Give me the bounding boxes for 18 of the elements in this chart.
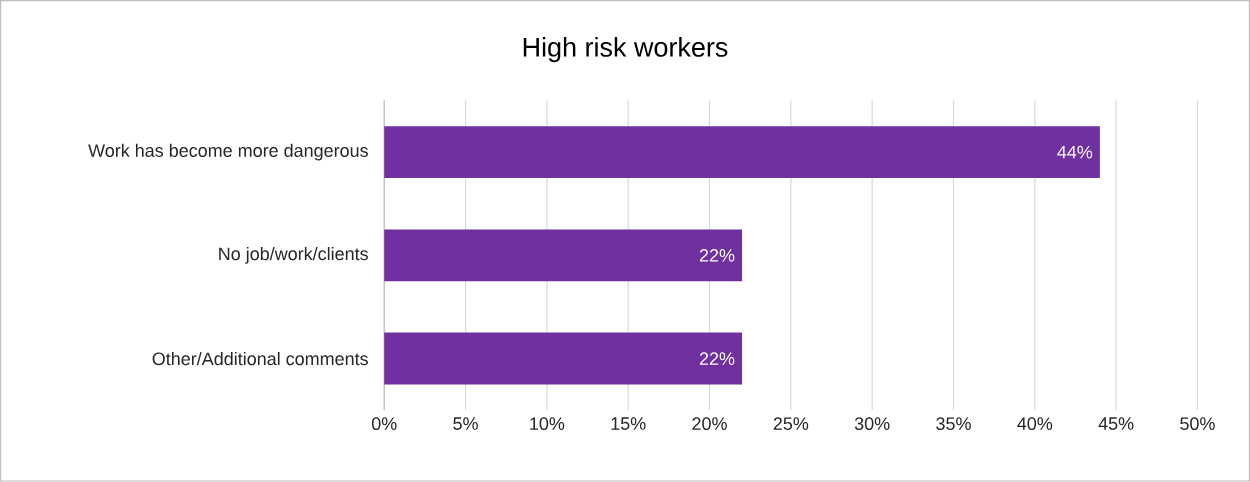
- x-tick-label: 45%: [1098, 417, 1134, 431]
- y-tick-label: Other/Additional comments: [152, 352, 368, 366]
- data-label: 22%: [699, 352, 735, 366]
- x-tick-label: 25%: [773, 417, 809, 431]
- chart-title: High risk workers: [523, 37, 728, 63]
- data-label: 44%: [1057, 145, 1093, 159]
- x-tick-label: 40%: [1017, 417, 1053, 431]
- x-tick-label: 30%: [854, 417, 890, 431]
- x-tick-label: 20%: [692, 417, 727, 431]
- x-tick-label: 5%: [453, 417, 478, 431]
- x-tick-label: 15%: [611, 417, 646, 431]
- x-tick-label: 35%: [936, 417, 971, 431]
- x-tick-label: 50%: [1180, 417, 1215, 431]
- x-tick-label: 0%: [371, 417, 397, 431]
- x-tick-label: 10%: [530, 417, 565, 431]
- y-tick-label: Work has become more dangerous: [88, 143, 368, 161]
- y-tick-label: No job/work/clients: [219, 247, 368, 264]
- data-label: 22%: [699, 249, 735, 262]
